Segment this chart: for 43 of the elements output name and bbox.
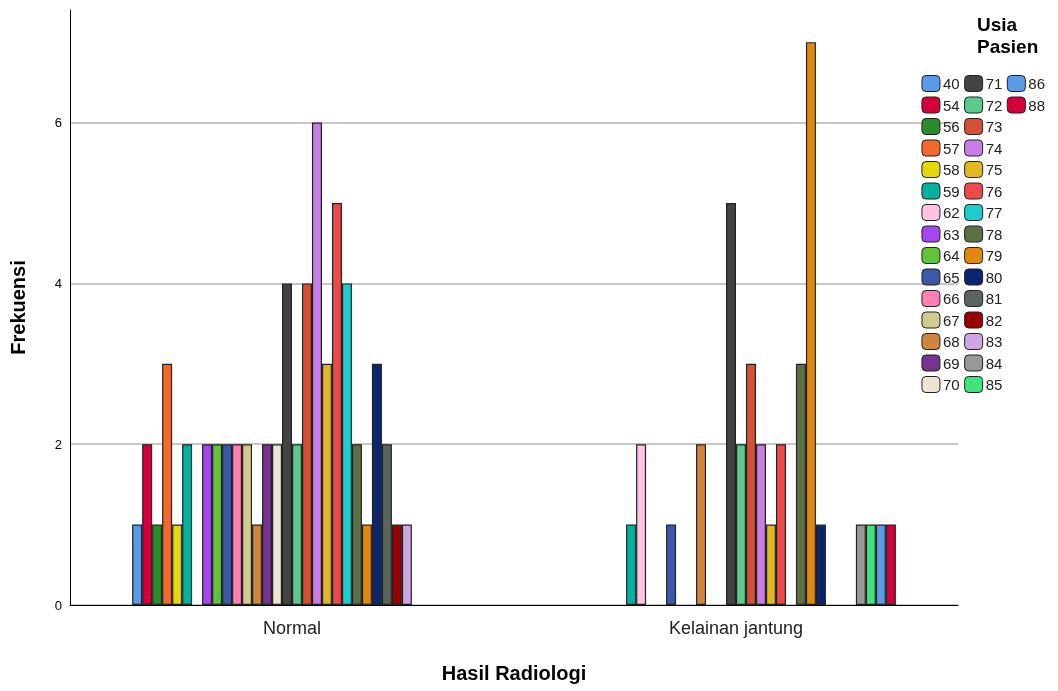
bar xyxy=(666,524,677,605)
legend-label: 74 xyxy=(985,139,1003,157)
bar xyxy=(696,444,707,605)
y-axis-title: Frekuensi xyxy=(7,260,29,355)
legend-label: 78 xyxy=(985,225,1003,243)
legend-label: 56 xyxy=(942,118,960,135)
legend-label: 81 xyxy=(985,290,1003,307)
legend-label: 64 xyxy=(942,247,960,264)
legend-label: 84 xyxy=(985,354,1003,372)
legend-label: 40 xyxy=(942,75,960,92)
legend-label: 86 xyxy=(1028,75,1045,92)
legend-label: 54 xyxy=(942,96,960,114)
legend-label: 76 xyxy=(985,182,1003,200)
legend-label: 63 xyxy=(942,225,960,243)
legend-label: 75 xyxy=(985,161,1003,178)
legend-label: 71 xyxy=(985,75,1003,92)
legend-label: 69 xyxy=(942,354,960,372)
legend-label: 68 xyxy=(942,333,960,350)
legend-label: 88 xyxy=(1028,96,1045,114)
legend-label: 73 xyxy=(985,118,1003,135)
legend-label: 83 xyxy=(985,333,1003,350)
x-tick-label: Normal xyxy=(262,618,322,638)
y-tick-label: 2 xyxy=(54,436,62,452)
legend-label: 59 xyxy=(942,182,960,200)
legend-label: 85 xyxy=(985,376,1003,393)
x-tick-label: Kelainan jantung xyxy=(668,618,804,638)
legend-title: Usia Pasien xyxy=(977,13,1039,57)
y-tick-label: 4 xyxy=(54,275,62,291)
y-tick-label: 0 xyxy=(54,597,62,613)
y-tick-label: 6 xyxy=(54,115,62,131)
legend-label: 65 xyxy=(942,268,960,286)
legend-label: 80 xyxy=(985,268,1003,286)
legend-label: 62 xyxy=(942,204,960,221)
legend-label: 70 xyxy=(942,376,960,393)
legend-label: 72 xyxy=(985,96,1003,114)
legend-label: 79 xyxy=(985,247,1003,264)
legend-label: 82 xyxy=(985,311,1003,329)
legend-label: 57 xyxy=(942,139,960,157)
legend-label: 58 xyxy=(942,161,960,178)
x-axis-title: Hasil Radiologi xyxy=(441,662,587,684)
legend-label: 67 xyxy=(942,311,960,329)
legend-label: 77 xyxy=(985,204,1003,221)
legend-label: 66 xyxy=(942,290,960,307)
